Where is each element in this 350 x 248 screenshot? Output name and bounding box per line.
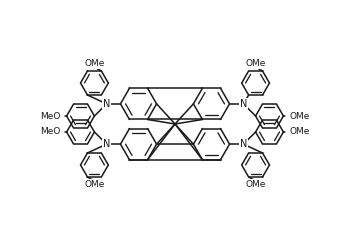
Text: MeO: MeO bbox=[40, 112, 61, 121]
Text: MeO: MeO bbox=[40, 127, 61, 136]
Text: OMe: OMe bbox=[245, 180, 266, 189]
Text: N: N bbox=[103, 139, 110, 149]
Text: N: N bbox=[103, 99, 110, 109]
Text: OMe: OMe bbox=[289, 112, 310, 121]
Text: OMe: OMe bbox=[84, 180, 105, 189]
Text: OMe: OMe bbox=[84, 59, 105, 68]
Text: N: N bbox=[240, 139, 247, 149]
Text: OMe: OMe bbox=[245, 59, 266, 68]
Text: OMe: OMe bbox=[289, 127, 310, 136]
Text: N: N bbox=[240, 99, 247, 109]
